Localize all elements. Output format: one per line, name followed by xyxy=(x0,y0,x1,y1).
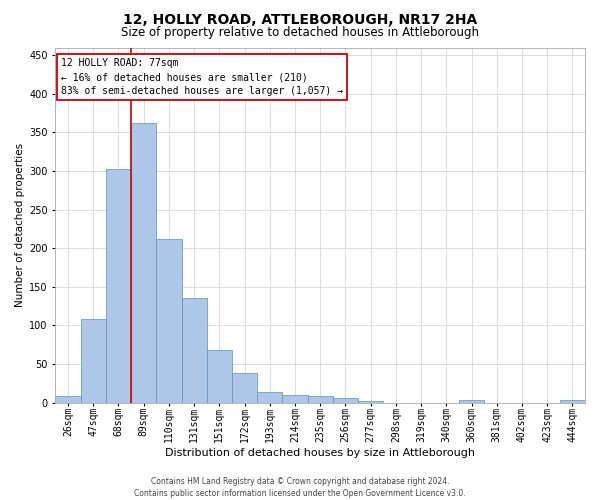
Bar xyxy=(157,239,182,402)
Bar xyxy=(257,392,283,402)
Bar xyxy=(232,373,257,402)
X-axis label: Distribution of detached houses by size in Attleborough: Distribution of detached houses by size … xyxy=(165,448,475,458)
Bar xyxy=(308,396,333,402)
Bar xyxy=(560,400,585,402)
Bar xyxy=(80,319,106,402)
Bar xyxy=(182,298,207,403)
Bar xyxy=(358,401,383,402)
Bar xyxy=(207,350,232,403)
Bar xyxy=(333,398,358,402)
Bar xyxy=(459,400,484,402)
Y-axis label: Number of detached properties: Number of detached properties xyxy=(15,143,25,307)
Text: Size of property relative to detached houses in Attleborough: Size of property relative to detached ho… xyxy=(121,26,479,39)
Bar xyxy=(283,395,308,402)
Text: 12, HOLLY ROAD, ATTLEBOROUGH, NR17 2HA: 12, HOLLY ROAD, ATTLEBOROUGH, NR17 2HA xyxy=(123,12,477,26)
Bar xyxy=(106,170,131,402)
Bar xyxy=(131,123,157,402)
Text: Contains HM Land Registry data © Crown copyright and database right 2024.
Contai: Contains HM Land Registry data © Crown c… xyxy=(134,476,466,498)
Text: 12 HOLLY ROAD: 77sqm
← 16% of detached houses are smaller (210)
83% of semi-deta: 12 HOLLY ROAD: 77sqm ← 16% of detached h… xyxy=(61,58,343,96)
Bar xyxy=(55,396,80,402)
